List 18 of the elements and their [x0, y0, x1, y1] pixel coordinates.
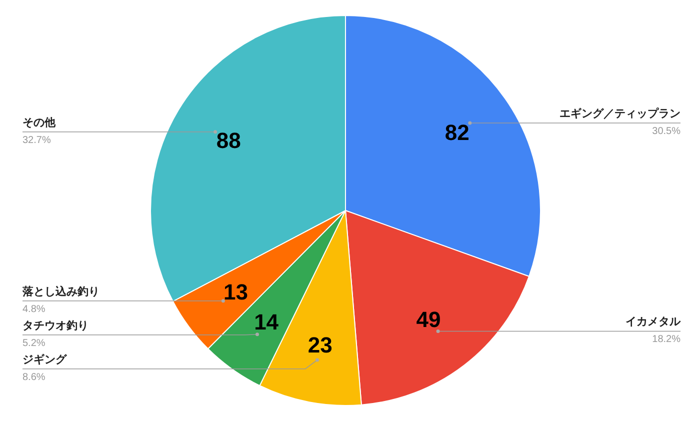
- data-label: 49: [416, 306, 441, 332]
- data-label: 88: [216, 128, 241, 153]
- slice-label: 落とし込み釣り: [22, 284, 100, 298]
- data-label: 82: [444, 120, 470, 145]
- slice-label: エギング／ティップラン: [560, 106, 680, 120]
- slice-label: イカメタル: [626, 315, 682, 328]
- text: 4.8%: [22, 304, 46, 315]
- data-label: 14: [254, 310, 280, 335]
- text: 5.2%: [22, 338, 46, 349]
- slice-label: その他: [22, 116, 56, 129]
- text: 18.2%: [652, 334, 681, 346]
- data-label: 23: [308, 332, 332, 358]
- slice-label: タチウオ釣り: [22, 318, 88, 332]
- slice-label: ジギング: [22, 352, 68, 366]
- text: 8.6%: [22, 372, 46, 383]
- data-label: 13: [223, 280, 248, 305]
- text: 32.7%: [22, 134, 51, 146]
- text: 30.5%: [652, 126, 681, 137]
